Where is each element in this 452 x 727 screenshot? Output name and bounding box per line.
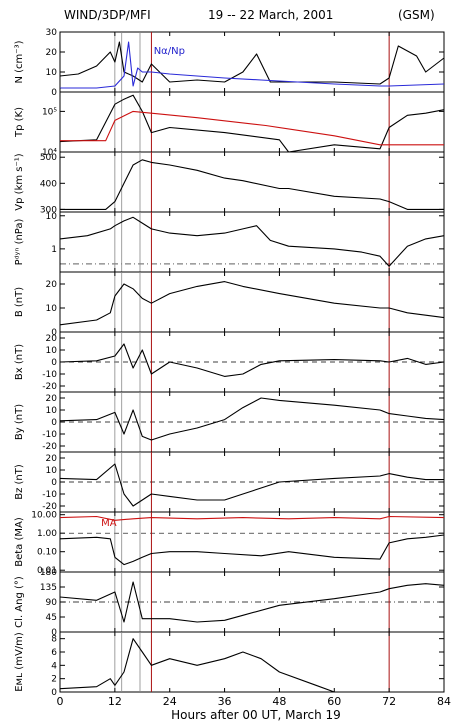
- y-tick-label: 6: [51, 648, 57, 658]
- x-tick-label: 36: [218, 695, 232, 708]
- panel-frame: [60, 92, 444, 152]
- y-axis-label: Pᵈʸⁿ (nPa): [14, 218, 25, 265]
- y-tick-label: 20: [46, 48, 58, 58]
- y-axis-label: By (nT): [14, 404, 25, 440]
- panel-annotation: Nα/Np: [154, 46, 185, 57]
- x-tick-label: 0: [57, 695, 64, 708]
- series-line: [60, 517, 444, 521]
- y-tick-label: 20: [46, 394, 58, 404]
- y-tick-label: -20: [42, 442, 57, 452]
- x-tick-label: 60: [327, 695, 341, 708]
- y-axis-label: Beta (MA): [14, 517, 25, 567]
- y-tick-label: 20: [46, 280, 58, 290]
- series-line: [60, 160, 444, 210]
- y-tick-label: -10: [42, 370, 57, 380]
- y-tick-label: -20: [42, 382, 57, 392]
- y-axis-label: B (nT): [14, 287, 25, 317]
- y-tick-label: 1: [51, 245, 57, 255]
- series-line: [60, 217, 444, 266]
- y-axis-label: Vp (km s⁻¹): [14, 153, 25, 210]
- y-tick-label: 10.00: [31, 511, 57, 521]
- y-tick-label: 4: [51, 661, 57, 671]
- y-tick-label: 500: [40, 153, 57, 163]
- panel-frame: [60, 152, 444, 212]
- series-line: [60, 398, 444, 440]
- y-tick-label: 90: [46, 598, 58, 608]
- x-tick-label: 72: [382, 695, 396, 708]
- y-tick-label: 8: [51, 635, 57, 645]
- y-tick-label: 10: [46, 68, 58, 78]
- panel-annotation: MA: [101, 518, 117, 529]
- x-tick-label: 24: [163, 695, 177, 708]
- y-tick-label: 30: [46, 28, 58, 38]
- y-tick-label: 10: [46, 346, 58, 356]
- series-line: [60, 111, 444, 144]
- y-tick-label: 1.00: [37, 529, 57, 539]
- y-tick-label: 0: [51, 88, 57, 98]
- y-tick-label: 0: [51, 478, 57, 488]
- y-tick-label: -10: [42, 430, 57, 440]
- panel-frame: [60, 632, 444, 692]
- y-tick-label: 10: [46, 304, 58, 314]
- y-tick-label: 2: [51, 675, 57, 685]
- y-tick-label: 20: [46, 454, 58, 464]
- y-tick-label: 180: [40, 568, 57, 578]
- y-axis-label: N (cm⁻³): [14, 40, 25, 83]
- x-tick-label: 12: [108, 695, 122, 708]
- y-tick-label: 400: [40, 179, 57, 189]
- y-axis-label: Cl. Ang (°): [14, 576, 25, 628]
- y-tick-label: 10: [46, 406, 58, 416]
- x-tick-label: 48: [272, 695, 286, 708]
- y-axis-label: Bx (nT): [14, 344, 25, 380]
- series-line: [60, 282, 444, 325]
- y-tick-label: 0.10: [37, 548, 57, 558]
- y-tick-label: 10: [46, 212, 58, 222]
- x-axis-label: Hours after 00 UT, March 19: [60, 708, 452, 722]
- panel-frame: [60, 272, 444, 332]
- series-line: [60, 464, 444, 506]
- y-tick-label: 10: [46, 466, 58, 476]
- series-line: [60, 42, 444, 84]
- series-line: [60, 535, 444, 565]
- y-tick-label: 45: [46, 613, 57, 623]
- series-line: [60, 639, 444, 692]
- y-tick-label: 0: [51, 358, 57, 368]
- y-axis-label: Tp (K): [14, 107, 25, 138]
- y-tick-label: 20: [46, 334, 58, 344]
- y-axis-label: Bz (nT): [14, 464, 25, 500]
- panel-frame: [60, 512, 444, 572]
- y-axis-label: Eᴍʟ (mV/m): [14, 632, 25, 692]
- x-tick-label: 84: [437, 695, 451, 708]
- series-line: [60, 344, 444, 376]
- y-tick-label: 0: [51, 418, 57, 428]
- y-tick-label: 10⁵: [42, 107, 57, 117]
- y-tick-label: 135: [40, 583, 57, 593]
- y-tick-label: -10: [42, 490, 57, 500]
